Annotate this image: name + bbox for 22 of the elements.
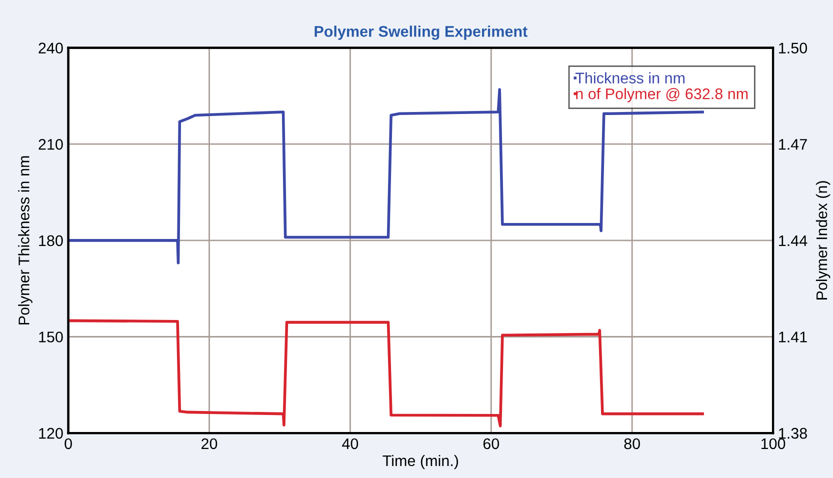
y-tick-label: 210 xyxy=(38,138,63,150)
y-tick-label: 240 xyxy=(38,42,63,54)
line-series xyxy=(68,319,704,428)
x-tick-label: 100 xyxy=(761,438,786,450)
y2-tick-label: 1.41 xyxy=(779,332,807,342)
legend-label: Thickness in nm xyxy=(575,72,684,84)
y-axis-title: Polymer Thickness in nm xyxy=(18,156,32,324)
y2-tick-label: 1.50 xyxy=(779,42,808,54)
y2-tick-label: 1.44 xyxy=(779,235,808,246)
y-tick-label: 150 xyxy=(39,332,63,342)
x-tick-label: 80 xyxy=(624,438,640,450)
y2-tick-label: 1.38 xyxy=(779,428,807,439)
chart-title: Polymer Swelling Experiment xyxy=(314,26,528,40)
y2-axis-title: Polymer Index (n) xyxy=(816,181,830,300)
x-tick-label: 60 xyxy=(483,438,500,450)
y-tick-label: 120 xyxy=(39,428,63,439)
y-tick-label: 180 xyxy=(39,235,63,246)
y2-tick-label: 1.47 xyxy=(779,139,807,150)
x-tick-label: 20 xyxy=(202,438,218,450)
x-tick-label: 0 xyxy=(64,438,72,450)
x-axis-title: Time (min.) xyxy=(382,454,458,470)
x-tick-label: 40 xyxy=(342,438,358,450)
